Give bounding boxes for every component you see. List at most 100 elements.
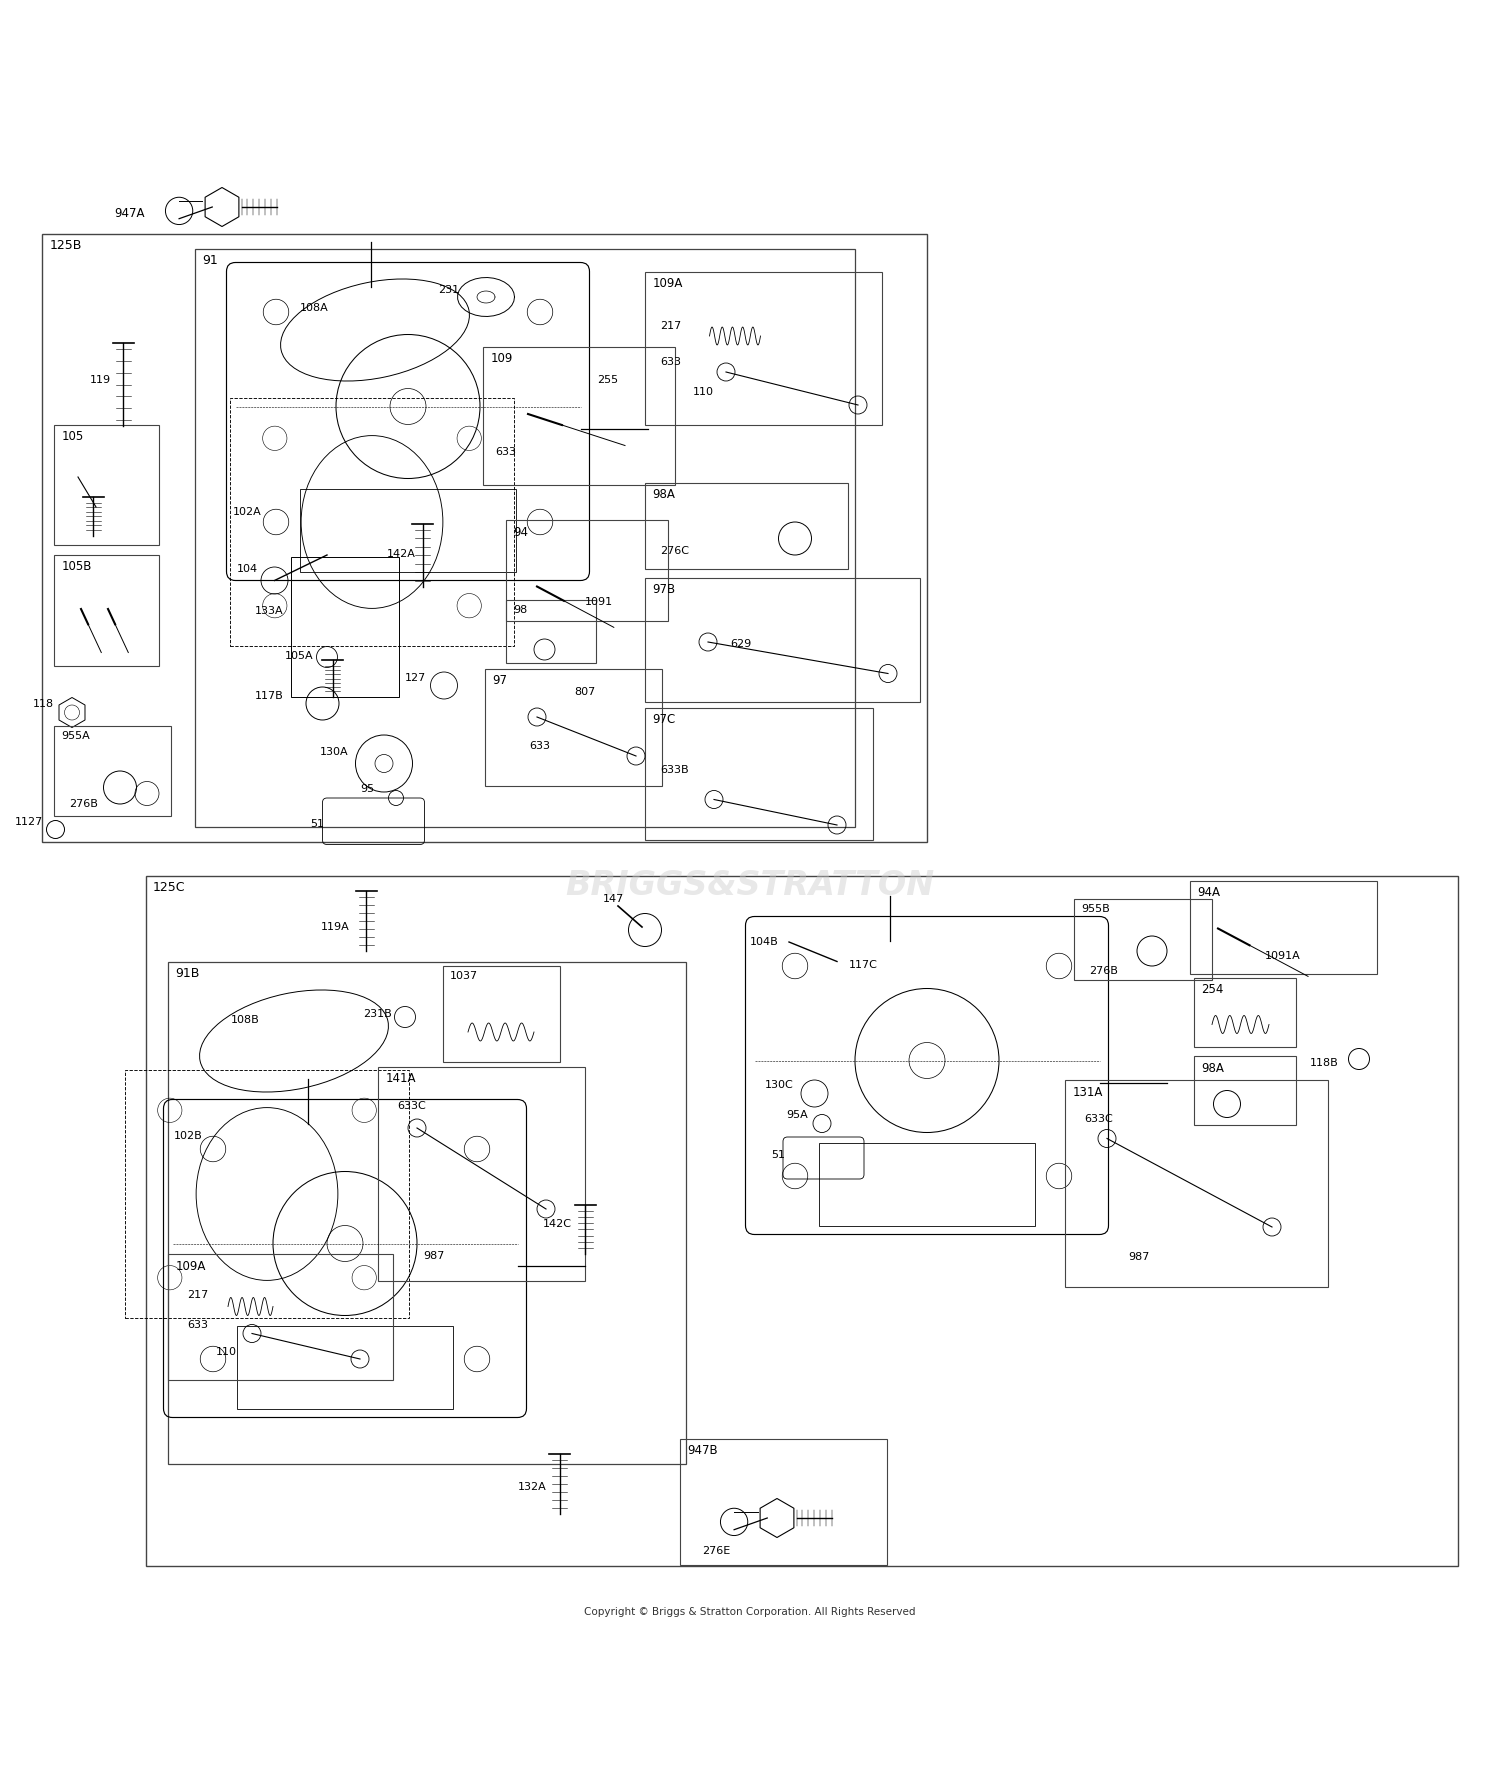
Text: 231B: 231B	[363, 1009, 392, 1020]
Text: 633: 633	[660, 356, 681, 367]
Text: 102A: 102A	[232, 506, 261, 517]
Bar	[483, 347, 675, 485]
Bar	[124, 1070, 408, 1318]
Text: 1091: 1091	[585, 598, 614, 606]
Text: 119A: 119A	[321, 921, 350, 932]
Text: Copyright © Briggs & Stratton Corporation. All Rights Reserved: Copyright © Briggs & Stratton Corporatio…	[585, 1607, 915, 1615]
Text: 91B: 91B	[176, 966, 200, 979]
Text: 987: 987	[423, 1251, 444, 1259]
Text: 98A: 98A	[1202, 1061, 1224, 1073]
Text: BRIGGS&STRATTON: BRIGGS&STRATTON	[566, 869, 934, 902]
Bar	[506, 601, 596, 664]
Bar	[645, 578, 920, 703]
Bar	[442, 966, 560, 1063]
Text: 147: 147	[603, 893, 624, 903]
Text: 110: 110	[693, 386, 714, 397]
Text: 94: 94	[513, 526, 528, 538]
Bar	[300, 490, 516, 572]
Text: 133A: 133A	[255, 606, 284, 615]
Text: 141A: 141A	[386, 1072, 416, 1084]
Text: 95A: 95A	[786, 1109, 807, 1120]
Text: 276B: 276B	[1089, 966, 1118, 975]
Bar	[54, 726, 171, 816]
Text: 109A: 109A	[652, 277, 682, 290]
Text: 119: 119	[90, 374, 111, 385]
Text: 633: 633	[188, 1318, 209, 1329]
Bar	[819, 1143, 1035, 1225]
Text: 118B: 118B	[1310, 1057, 1338, 1066]
Text: 1091A: 1091A	[1264, 950, 1300, 961]
Text: 97B: 97B	[652, 583, 675, 596]
Text: 132A: 132A	[518, 1481, 546, 1492]
Text: 947A: 947A	[114, 208, 144, 220]
Text: 97C: 97C	[652, 714, 675, 726]
Text: 1037: 1037	[450, 971, 478, 980]
Bar	[168, 1254, 393, 1381]
Text: 276C: 276C	[660, 546, 688, 556]
Text: 125B: 125B	[50, 240, 82, 252]
Text: 633: 633	[495, 447, 516, 456]
Bar	[645, 708, 873, 841]
Bar	[1074, 900, 1212, 980]
Bar	[645, 272, 882, 426]
Text: 254: 254	[1202, 982, 1224, 996]
Bar	[1194, 1057, 1296, 1125]
Bar	[506, 521, 668, 621]
Text: 127: 127	[405, 673, 426, 683]
Text: 104: 104	[237, 564, 258, 574]
Text: 955A: 955A	[62, 732, 90, 741]
Text: 104B: 104B	[750, 937, 778, 946]
Text: 130C: 130C	[765, 1079, 794, 1090]
Bar	[54, 426, 159, 546]
Bar	[146, 877, 1458, 1565]
Text: 105A: 105A	[285, 651, 314, 660]
Text: 955B: 955B	[1082, 903, 1110, 914]
Bar	[291, 558, 399, 698]
Text: 51: 51	[771, 1150, 784, 1159]
Text: 97: 97	[492, 674, 507, 687]
Bar	[195, 250, 855, 827]
Bar	[1190, 880, 1377, 973]
Text: 1127: 1127	[15, 818, 44, 827]
Text: 276E: 276E	[702, 1546, 730, 1556]
Text: 98: 98	[513, 605, 528, 615]
Text: 276B: 276B	[69, 800, 98, 809]
Text: 255: 255	[597, 374, 618, 385]
Text: 117C: 117C	[849, 959, 877, 970]
Text: 217: 217	[660, 320, 681, 331]
Text: 231: 231	[438, 284, 459, 295]
Text: 105: 105	[62, 429, 84, 442]
Text: 142A: 142A	[387, 549, 416, 558]
Text: 98A: 98A	[652, 488, 675, 501]
Text: 633: 633	[530, 741, 550, 751]
Text: 947B: 947B	[687, 1444, 717, 1456]
Text: 131A: 131A	[1072, 1084, 1102, 1098]
Text: 94A: 94A	[1197, 886, 1219, 898]
Text: 987: 987	[1128, 1252, 1149, 1261]
Text: 130A: 130A	[320, 746, 348, 757]
Text: 91: 91	[202, 254, 219, 267]
Bar	[1194, 979, 1296, 1047]
Text: 95: 95	[360, 784, 374, 794]
Text: 51: 51	[310, 819, 324, 828]
Text: 109A: 109A	[176, 1259, 206, 1272]
Text: 807: 807	[574, 687, 596, 696]
Text: 109: 109	[490, 352, 513, 365]
Bar	[237, 1326, 453, 1408]
Text: 633C: 633C	[398, 1100, 426, 1111]
Bar	[231, 399, 513, 648]
Bar	[645, 483, 848, 569]
Text: 108B: 108B	[231, 1014, 260, 1025]
Text: 629: 629	[730, 639, 752, 649]
Text: 633B: 633B	[660, 764, 688, 775]
Bar	[484, 669, 662, 787]
Text: 125C: 125C	[153, 880, 186, 894]
Bar	[680, 1438, 886, 1565]
Text: 633C: 633C	[1084, 1115, 1113, 1123]
Text: 118: 118	[33, 699, 54, 708]
Text: 110: 110	[216, 1347, 237, 1356]
Text: 142C: 142C	[543, 1218, 572, 1229]
Text: 108A: 108A	[300, 302, 328, 313]
Bar	[42, 234, 927, 843]
Text: 117B: 117B	[255, 691, 284, 701]
